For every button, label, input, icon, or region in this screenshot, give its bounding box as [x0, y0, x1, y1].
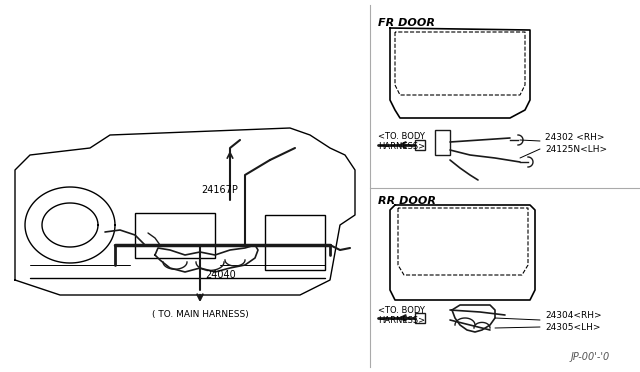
Text: FR DOOR: FR DOOR	[378, 18, 435, 28]
Text: 24305<LH>: 24305<LH>	[545, 323, 600, 332]
Text: JP-00'-'0: JP-00'-'0	[571, 352, 610, 362]
Text: RR DOOR: RR DOOR	[378, 196, 436, 206]
Text: 24302 <RH>: 24302 <RH>	[545, 133, 605, 142]
FancyBboxPatch shape	[415, 140, 425, 150]
Text: 24040: 24040	[205, 270, 236, 280]
Text: <TO. BODY
HARNESS>: <TO. BODY HARNESS>	[378, 132, 425, 151]
Text: <TO. BODY
HARNESS>: <TO. BODY HARNESS>	[378, 306, 425, 326]
Text: 24304<RH>: 24304<RH>	[545, 311, 602, 320]
Text: 24167P: 24167P	[202, 185, 239, 195]
Text: 24125N<LH>: 24125N<LH>	[545, 145, 607, 154]
Text: ( TO. MAIN HARNESS): ( TO. MAIN HARNESS)	[152, 311, 248, 320]
FancyBboxPatch shape	[415, 313, 425, 323]
